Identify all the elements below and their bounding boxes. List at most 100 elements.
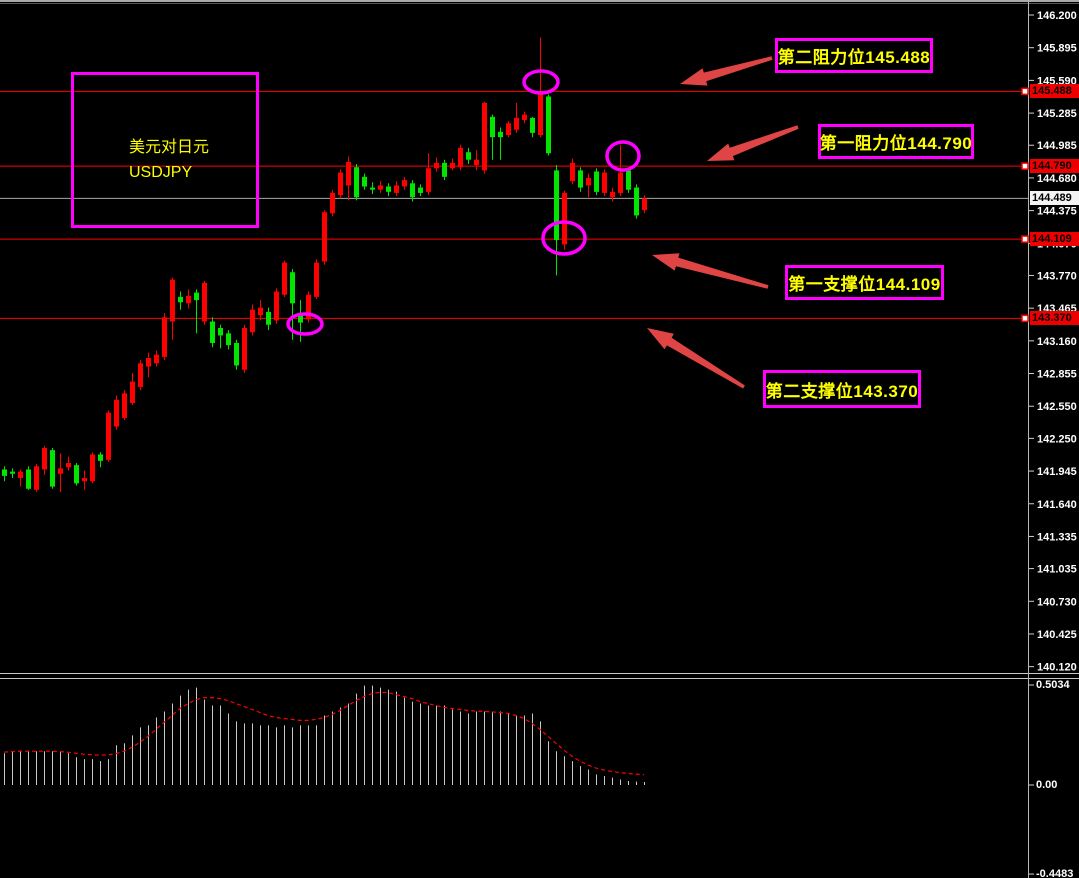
candle-body bbox=[578, 170, 583, 188]
symbol-code: USDJPY bbox=[129, 164, 193, 181]
candle-body bbox=[274, 291, 279, 321]
axis-tick-label: 141.335 bbox=[1037, 531, 1077, 543]
axis-tick-label: 140.730 bbox=[1037, 596, 1077, 608]
candle-body bbox=[210, 321, 215, 343]
candle-body bbox=[178, 296, 183, 303]
candle-body bbox=[570, 162, 575, 182]
candle-body bbox=[410, 183, 415, 198]
candle-body bbox=[74, 465, 79, 484]
level-line-handle[interactable] bbox=[1021, 87, 1029, 96]
candle-body bbox=[138, 363, 143, 387]
level-line-handle[interactable] bbox=[1021, 314, 1029, 323]
candle-body bbox=[354, 167, 359, 198]
candle-body bbox=[290, 272, 295, 304]
support-1-price-badge: 144.109 bbox=[1030, 232, 1079, 247]
candle-body bbox=[314, 262, 319, 297]
candle-body bbox=[458, 147, 463, 168]
candle-body bbox=[242, 327, 247, 370]
candle-body bbox=[586, 177, 591, 186]
candle-body bbox=[162, 317, 167, 357]
annotation-arrow-1[interactable] bbox=[680, 56, 773, 86]
symbol-name-cn: 美元对日元 bbox=[129, 139, 210, 156]
axis-tick-label: 145.285 bbox=[1037, 108, 1077, 120]
indicator-histogram-layer bbox=[4, 685, 645, 785]
candle-body bbox=[34, 466, 39, 490]
candle-body bbox=[482, 102, 487, 171]
candle-body bbox=[298, 315, 303, 323]
support-1-label[interactable]: 第一支撑位144.109 bbox=[785, 265, 944, 300]
candle-body bbox=[386, 186, 391, 192]
candle-body bbox=[362, 176, 367, 187]
axis-tick-label: 140.120 bbox=[1037, 662, 1077, 674]
candle-body bbox=[642, 198, 647, 211]
candle-body bbox=[394, 185, 399, 193]
candle-body bbox=[522, 114, 527, 121]
indicator-axis-max-label: 0.5034 bbox=[1036, 678, 1070, 691]
annotation-arrow-3[interactable] bbox=[652, 253, 769, 289]
candle-body bbox=[562, 192, 567, 245]
axis-tick-label: 143.770 bbox=[1037, 270, 1077, 282]
axis-tick-label: 143.160 bbox=[1037, 336, 1077, 348]
highlight-circle-3[interactable] bbox=[541, 220, 587, 256]
resistance-1-label[interactable]: 第一阻力位144.790 bbox=[818, 124, 974, 159]
candle-body bbox=[50, 450, 55, 487]
indicator-signal-line bbox=[3, 691, 645, 776]
candle-body bbox=[82, 478, 87, 482]
candle-body bbox=[426, 168, 431, 192]
candle-body bbox=[450, 162, 455, 169]
axis-tick-label: 142.550 bbox=[1037, 401, 1077, 413]
level-line-handle[interactable] bbox=[1021, 235, 1029, 243]
annotation-arrow-4[interactable] bbox=[647, 328, 745, 389]
current-price-badge: 144.489 bbox=[1030, 191, 1079, 206]
axis-tick-label: 142.250 bbox=[1037, 433, 1077, 445]
candle-body bbox=[546, 96, 551, 154]
resistance-1-price-badge: 144.790 bbox=[1030, 159, 1079, 174]
candle-body bbox=[42, 448, 47, 470]
candle-body bbox=[306, 294, 311, 320]
candle-body bbox=[346, 161, 351, 186]
candle-body bbox=[90, 454, 95, 482]
candle-body bbox=[618, 172, 623, 193]
axis-tick-label: 141.035 bbox=[1037, 564, 1077, 576]
arrows-layer bbox=[647, 56, 799, 389]
support-2-label[interactable]: 第二支撑位143.370 bbox=[763, 370, 921, 408]
candle-body bbox=[330, 192, 335, 214]
axis-tick-label: 144.680 bbox=[1037, 173, 1077, 185]
candle-body bbox=[186, 295, 191, 304]
level-line-handle[interactable] bbox=[1021, 162, 1029, 170]
axis-tick-label: 141.640 bbox=[1037, 499, 1077, 511]
axis-tick-label: 146.200 bbox=[1037, 10, 1077, 22]
window-top-edge bbox=[0, 0, 1079, 2]
candle-body bbox=[194, 292, 199, 301]
candle-body bbox=[258, 307, 263, 316]
candle-body bbox=[506, 123, 511, 136]
candle-body bbox=[18, 471, 23, 479]
highlight-circle-1[interactable] bbox=[522, 69, 560, 95]
candle-body bbox=[322, 212, 327, 262]
annotation-arrow-2[interactable] bbox=[707, 125, 799, 161]
highlight-circle-4[interactable] bbox=[286, 312, 324, 336]
candle-body bbox=[602, 172, 607, 193]
candle-body bbox=[610, 191, 615, 198]
candle-body bbox=[434, 162, 439, 169]
axis-tick-label: 144.985 bbox=[1037, 140, 1077, 152]
candle-body bbox=[402, 180, 407, 187]
candles-layer bbox=[2, 37, 647, 492]
candle-body bbox=[282, 262, 287, 295]
candle-body bbox=[106, 412, 111, 460]
candle-body bbox=[218, 327, 223, 336]
candle-body bbox=[66, 463, 71, 468]
candle-body bbox=[474, 159, 479, 166]
candle-body bbox=[466, 152, 471, 160]
candle-body bbox=[154, 354, 159, 364]
candle-body bbox=[442, 162, 447, 177]
symbol-info-box[interactable]: 美元对日元 USDJPY bbox=[71, 72, 259, 228]
candle-body bbox=[234, 342, 239, 366]
candle-body bbox=[490, 116, 495, 138]
highlight-circle-2[interactable] bbox=[605, 140, 641, 172]
resistance-2-label[interactable]: 第二阻力位145.488 bbox=[775, 38, 933, 73]
candle-body bbox=[634, 187, 639, 216]
candle-body bbox=[170, 279, 175, 322]
